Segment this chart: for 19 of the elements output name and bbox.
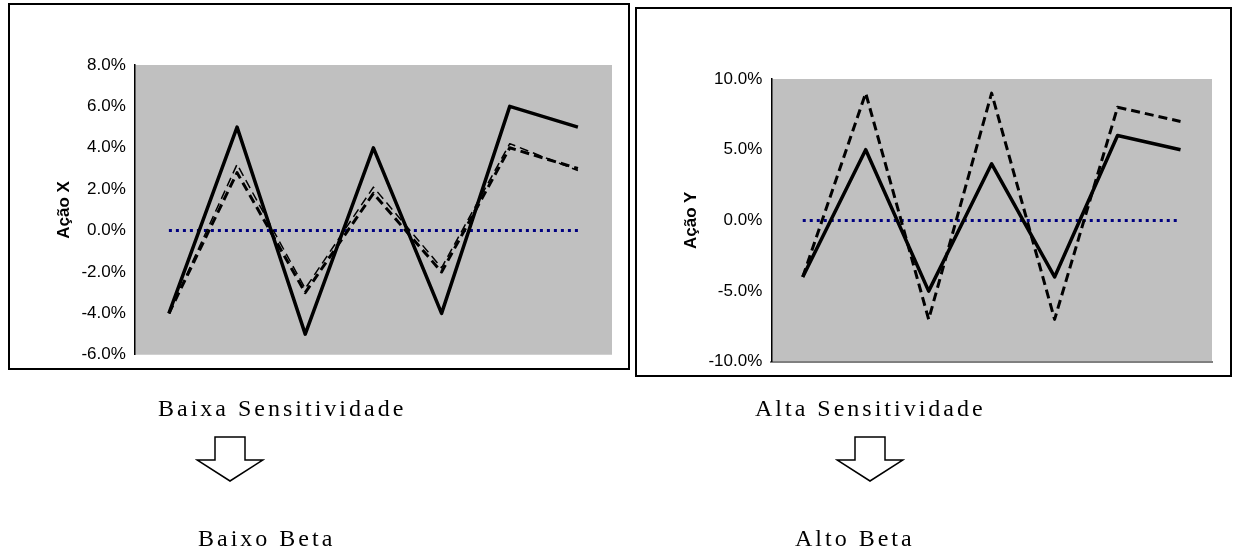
text: Baixo Beta [198,525,336,552]
y-tick-label: 0.0% [723,210,763,230]
y-tick-label: 8.0% [87,54,126,74]
y-tick-label: -10.0% [708,351,763,371]
y-axis-title: Ação X [53,180,73,239]
y-tick-label: 2.0% [87,178,126,198]
y-tick-label: 10.0% [714,68,763,88]
y-tick-label: -5.0% [717,280,763,300]
y-tick-label: 6.0% [87,96,126,116]
y-tick-label: 5.0% [723,139,763,159]
text: Baixa Sensitividade [158,395,407,422]
y-axis-title: Ação Y [680,191,700,250]
text: Alto Beta [795,525,915,552]
text: Alta Sensitividade [755,395,986,422]
y-tick-label: -4.0% [81,303,126,323]
y-tick-label: 0.0% [87,220,126,240]
y-tick-label: -6.0% [81,344,126,364]
y-tick-label: -2.0% [81,261,126,281]
y-tick-label: 4.0% [87,137,126,157]
